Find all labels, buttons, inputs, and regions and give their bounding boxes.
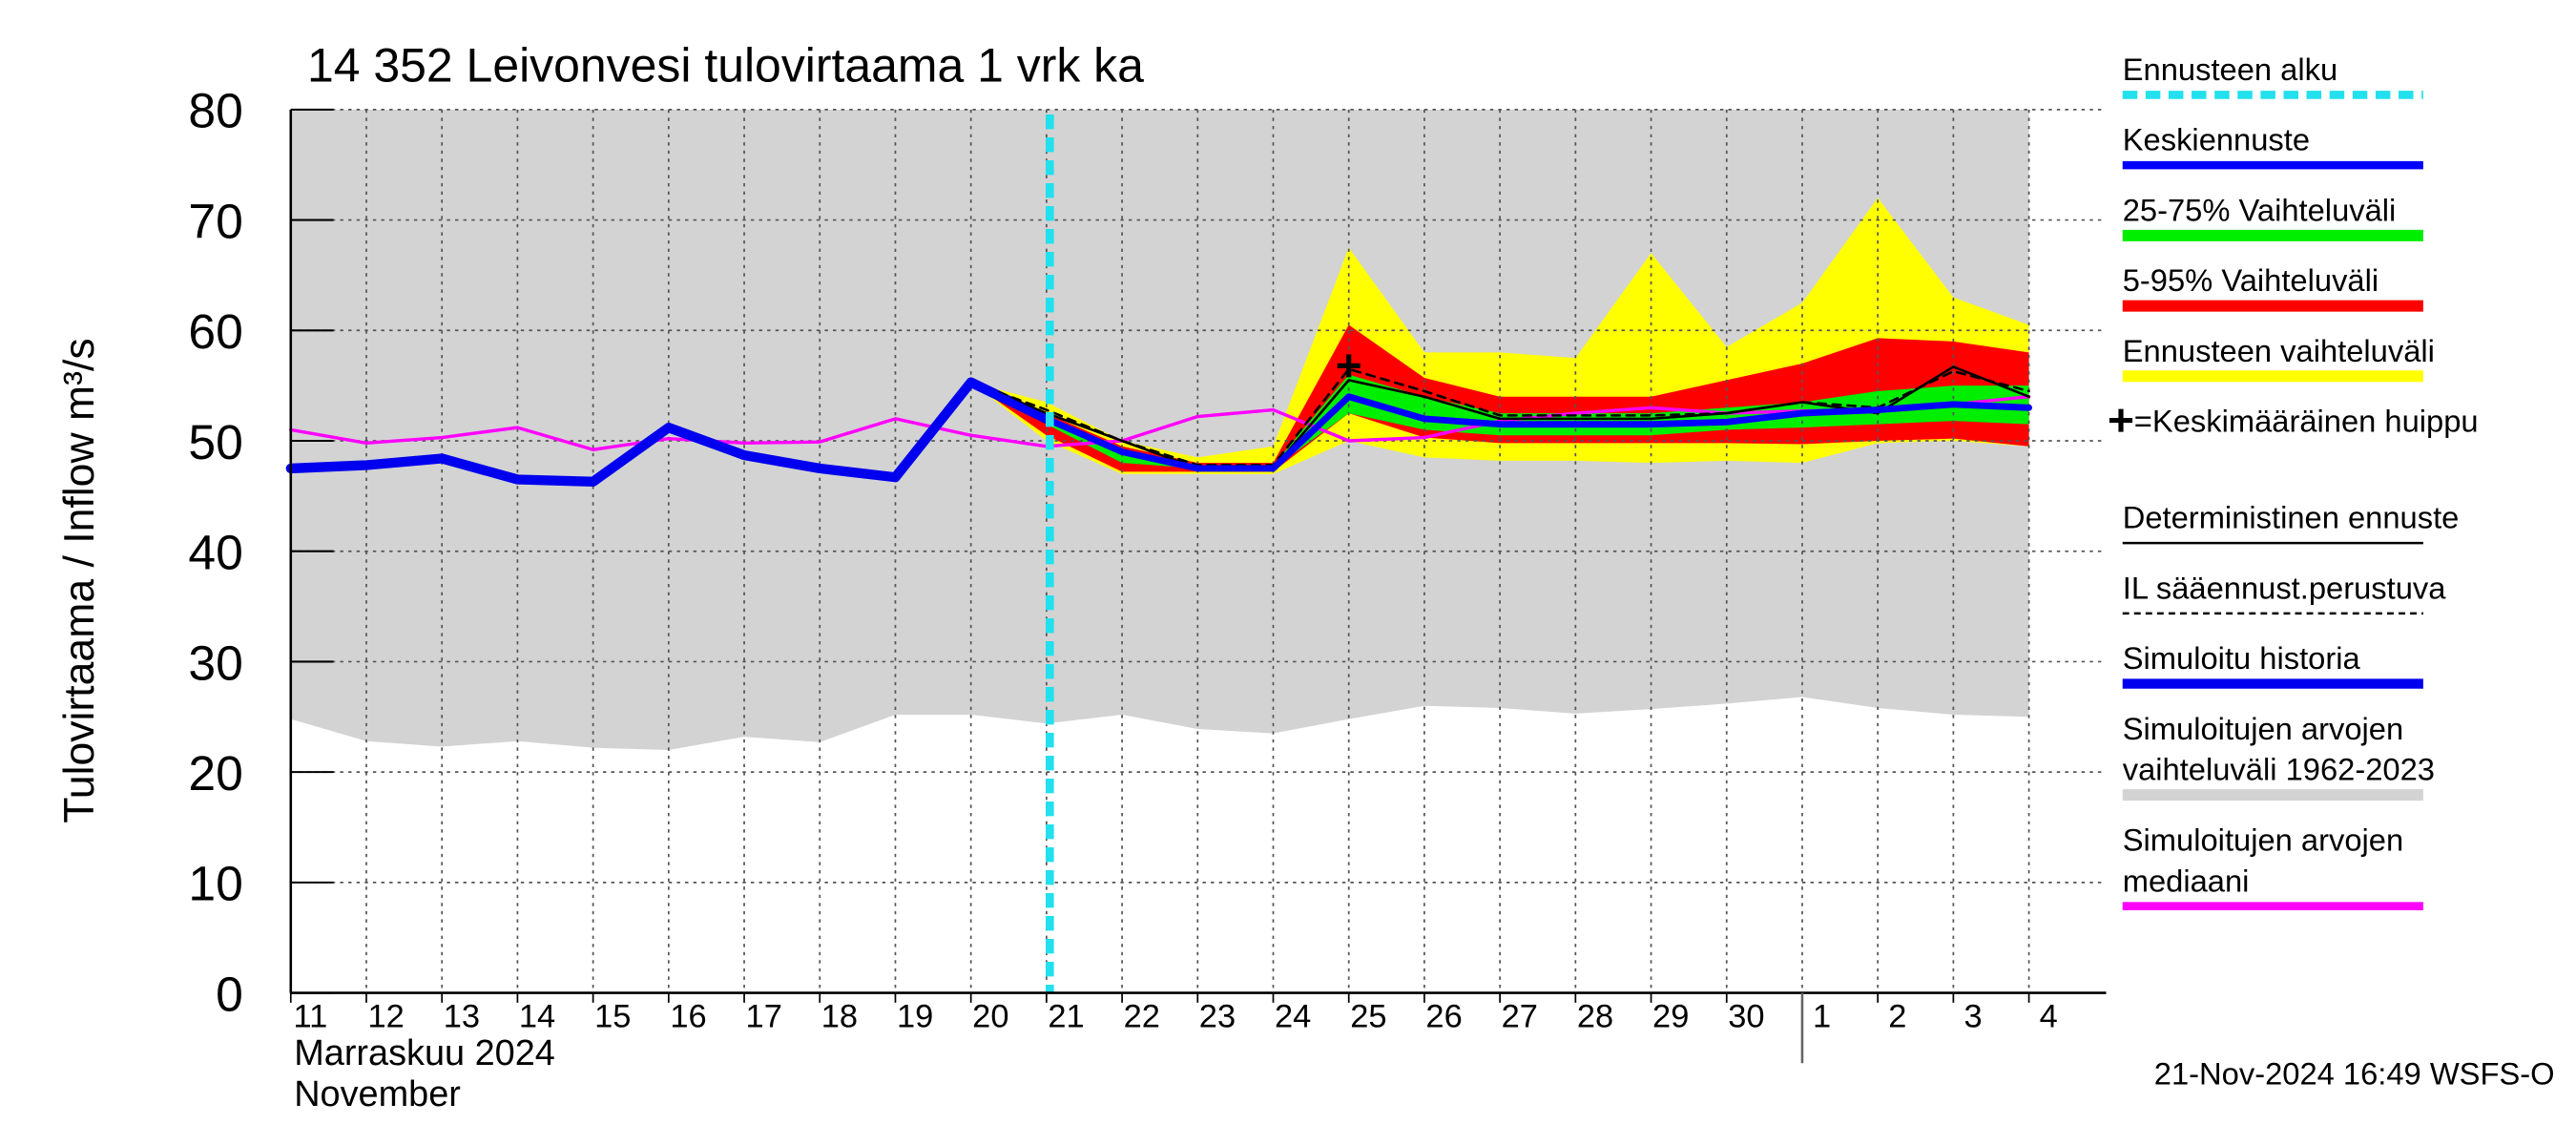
x-axis-label: Marraskuu 2024 (294, 1033, 555, 1073)
x-tick-label: 11 (294, 999, 328, 1035)
timestamp: 21-Nov-2024 16:49 WSFS-O (2154, 1056, 2555, 1092)
legend-label: Deterministinen ennuste (2123, 500, 2460, 535)
chart-title: 14 352 Leivonvesi tulovirtaama 1 vrk ka (307, 39, 1144, 93)
legend-key (2109, 408, 2133, 432)
legend-label: mediaani (2123, 863, 2250, 898)
x-tick-label: 27 (1502, 999, 1538, 1035)
x-tick-label: 14 (519, 999, 555, 1035)
y-tick-label: 0 (216, 967, 243, 1022)
x-tick-label: 23 (1199, 999, 1236, 1035)
y-tick-label: 20 (188, 745, 242, 801)
legend-label: Ennusteen alku (2123, 52, 2337, 87)
x-tick-label: 26 (1425, 999, 1462, 1035)
y-tick-label: 10 (188, 856, 242, 911)
legend-label: 5-95% Vaihteluväli (2123, 262, 2379, 298)
x-tick-label: 13 (444, 999, 480, 1035)
line (289, 394, 2031, 451)
legend-label: IL sääennust.perustuva (2123, 570, 2447, 605)
x-tick-label: 19 (897, 999, 933, 1035)
y-tick-label: 30 (188, 635, 242, 690)
x-tick-label: 29 (1652, 999, 1689, 1035)
x-tick-label: 30 (1728, 999, 1764, 1035)
x-tick-label: 4 (2040, 999, 2058, 1035)
line (967, 379, 2033, 472)
x-tick-label: 28 (1577, 999, 1613, 1035)
legend-label: 25-75% Vaihteluväli (2123, 192, 2397, 227)
plot-area (285, 108, 2107, 1003)
x-axis-label: November (294, 1074, 461, 1114)
legend-label: vaihteluväli 1962-2023 (2123, 752, 2435, 787)
legend-label: =Keskimääräinen huippu (2134, 404, 2479, 439)
y-tick-label: 60 (188, 303, 242, 359)
x-tick-label: 18 (821, 999, 858, 1035)
x-tick-label: 25 (1350, 999, 1386, 1035)
y-tick-label: 50 (188, 414, 242, 469)
x-tick-label: 2 (1888, 999, 1906, 1035)
x-tick-label: 22 (1124, 999, 1160, 1035)
y-tick-label: 40 (188, 525, 242, 580)
legend-label: Simuloitu historia (2123, 640, 2361, 676)
x-tick-label: 1 (1813, 999, 1831, 1035)
x-tick-label: 17 (746, 999, 782, 1035)
legend-label: Simuloitujen arvojen (2123, 711, 2403, 746)
y-tick-label: 80 (188, 83, 242, 138)
x-tick-label: 21 (1048, 999, 1084, 1035)
x-tick-label: 15 (594, 999, 631, 1035)
x-tick-label: 20 (972, 999, 1008, 1035)
legend: Ennusteen alku Keskiennuste 25-75% Vaihtel… (2109, 52, 2479, 910)
legend-label: Ennusteen vaihteluväli (2123, 333, 2435, 368)
y-axis-label: Tulovirtaama / Inflow m³/s (56, 338, 103, 822)
legend-label: Simuloitujen arvojen (2123, 822, 2403, 857)
x-tick-label: 12 (368, 999, 405, 1035)
x-tick-label: 16 (670, 999, 706, 1035)
x-tick-label: 3 (1963, 999, 1982, 1035)
legend-label: Keskiennuste (2123, 122, 2310, 157)
x-tick-label: 24 (1275, 999, 1311, 1035)
y-tick-label: 70 (188, 194, 242, 249)
peak-marker (1337, 354, 1361, 378)
line (969, 367, 2030, 467)
line (285, 377, 1052, 487)
